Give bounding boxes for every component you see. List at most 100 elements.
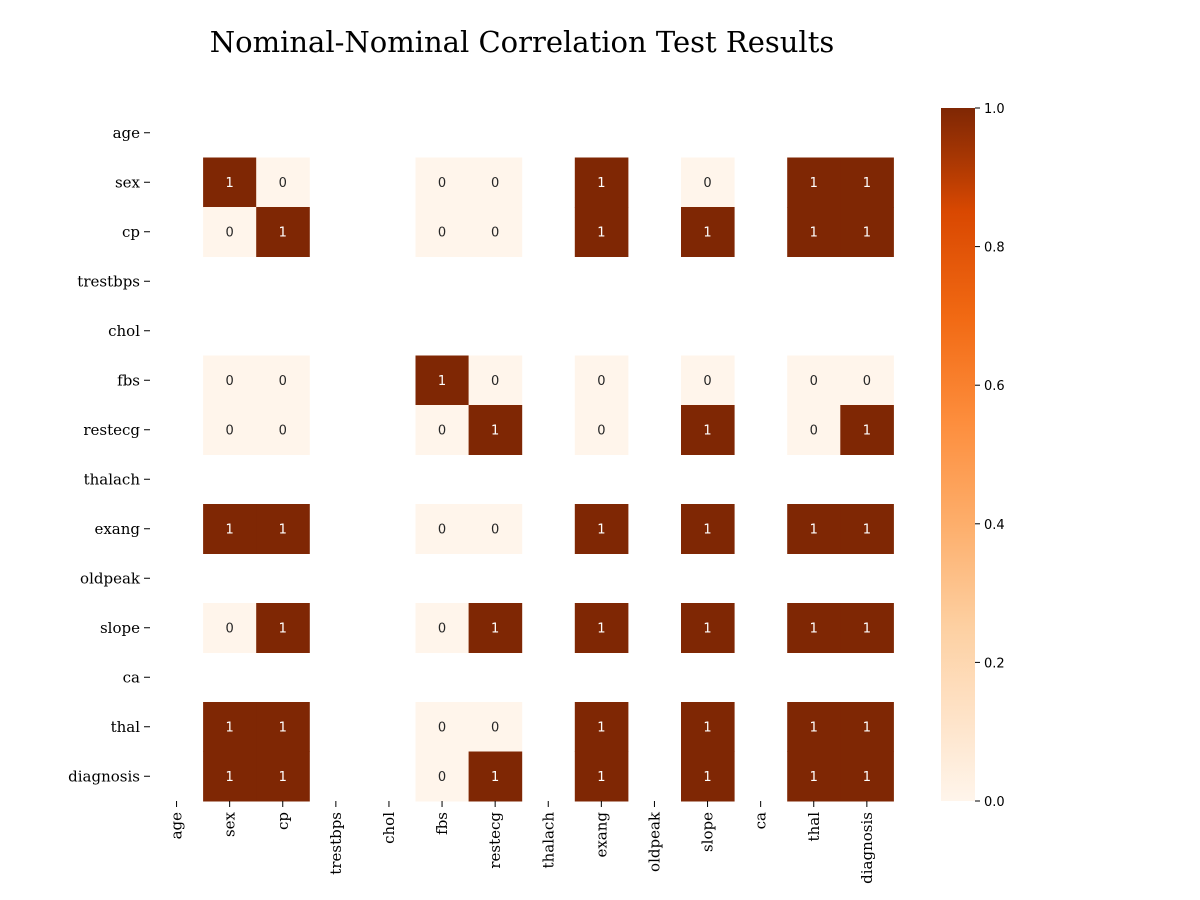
heatmap-cell-label: 0 (438, 225, 446, 240)
heatmap-cell-label: 1 (703, 423, 711, 438)
heatmap-cell-label: 1 (597, 621, 605, 636)
heatmap-cell-label: 1 (863, 176, 871, 191)
heatmap-cell (681, 355, 735, 406)
heatmap-cell-label: 1 (597, 720, 605, 735)
heatmap-cell (415, 603, 470, 653)
x-tick-label: sex (221, 811, 239, 837)
heatmap-cell-label: 0 (279, 423, 287, 438)
heatmap-cell (681, 603, 735, 653)
y-tick-label: diagnosis (68, 767, 140, 785)
heatmap-cell-label: 0 (810, 423, 818, 438)
x-tick-label: slope (699, 812, 717, 852)
heatmap-cell (840, 504, 894, 554)
heatmap-cell-label: 1 (703, 720, 711, 735)
colorbar-tick-label: 0.4 (984, 518, 1005, 533)
heatmap-cell-label: 0 (438, 176, 446, 191)
heatmap-cell-label: 1 (279, 225, 287, 240)
heatmap-cell (840, 157, 894, 208)
y-tick-label: ca (123, 668, 140, 686)
heatmap-cell (468, 207, 523, 257)
y-tick-label: fbs (117, 371, 140, 389)
x-tick-label: chol (380, 812, 398, 844)
heatmap-cell (203, 603, 257, 653)
y-tick-label: restecg (83, 421, 140, 439)
heatmap-cell-label: 1 (491, 423, 499, 438)
x-tick-label: exang (592, 812, 610, 858)
x-tick-label: ca (752, 812, 770, 829)
heatmap-cell (840, 702, 894, 752)
heatmap-cell-label: 1 (810, 176, 818, 191)
heatmap-cell (840, 405, 894, 455)
x-tick-label: diagnosis (858, 812, 876, 884)
heatmap-cell-label: 0 (226, 225, 234, 240)
heatmap-cell (203, 157, 257, 208)
heatmap-cell-label: 0 (491, 522, 499, 537)
x-tick-label: fbs (433, 812, 451, 835)
heatmap-cell (256, 207, 310, 257)
heatmap-cell (681, 751, 735, 802)
heatmap-cell (840, 207, 894, 257)
heatmap-cell (415, 355, 470, 406)
heatmap-cell (203, 207, 257, 257)
heatmap-cell-label: 1 (703, 225, 711, 240)
heatmap-cell-label: 0 (226, 374, 234, 389)
chart-title: Nominal-Nominal Correlation Test Results (210, 25, 834, 59)
heatmap-cell-label: 1 (810, 621, 818, 636)
heatmap-cell-label: 1 (810, 770, 818, 785)
heatmap-cell-label: 1 (863, 522, 871, 537)
y-tick-label: chol (108, 322, 140, 340)
heatmap-cell (415, 207, 470, 257)
heatmap-cell-label: 1 (863, 621, 871, 636)
heatmap-cell-label: 1 (226, 176, 234, 191)
heatmap-cell-label: 1 (863, 225, 871, 240)
heatmap-cell-label: 0 (703, 176, 711, 191)
heatmap-cell (840, 603, 894, 653)
heatmap-cell (574, 405, 629, 455)
heatmap-cell (787, 751, 841, 802)
x-tick-label: restecg (486, 812, 504, 869)
heatmap-cell-label: 0 (491, 176, 499, 191)
heatmap-cell-label: 0 (279, 176, 287, 191)
heatmap-cell (787, 504, 841, 554)
heatmap-cell (574, 157, 629, 208)
heatmap-cell-label: 1 (703, 522, 711, 537)
y-axis-labels: age sex cp trestbps chol fbs restecg thalach exa… (68, 124, 150, 785)
heatmap-cell (468, 157, 523, 208)
heatmap-cell (468, 355, 523, 406)
heatmap-cell-label: 0 (438, 621, 446, 636)
heatmap-cell (468, 751, 523, 802)
heatmap-cell (203, 405, 257, 455)
heatmap-cell (787, 355, 841, 406)
heatmap-cell-label: 1 (279, 621, 287, 636)
heatmap-cell (574, 751, 629, 802)
colorbar-ticks: 0.0 0.2 0.4 0.6 0.8 1.0 (975, 102, 1005, 810)
heatmap-cell-label: 0 (703, 374, 711, 389)
colorbar-tick-label: 0.8 (984, 241, 1005, 256)
heatmap-cell-label: 1 (863, 423, 871, 438)
heatmap-cell (203, 751, 257, 802)
heatmap-cell (574, 603, 629, 653)
heatmap-cell-label: 1 (597, 225, 605, 240)
y-tick-label: thalach (84, 470, 141, 488)
heatmap-cell (681, 702, 735, 752)
heatmap-cell (203, 355, 257, 406)
y-tick-label: age (113, 124, 141, 142)
y-tick-label: cp (122, 223, 140, 241)
heatmap-cell (681, 157, 735, 208)
heatmap-cell-label: 1 (810, 225, 818, 240)
heatmap-cell (256, 504, 310, 554)
heatmap-cell (203, 702, 257, 752)
heatmap-cell (574, 504, 629, 554)
heatmap-cell-label: 0 (438, 770, 446, 785)
heatmap-cell-label: 1 (226, 522, 234, 537)
heatmap-cell (256, 603, 310, 653)
heatmap-cell-label: 1 (703, 621, 711, 636)
heatmap-cell-label: 0 (279, 374, 287, 389)
x-tick-label: thal (805, 812, 823, 842)
heatmap-cell-label: 0 (491, 374, 499, 389)
heatmap-cell-label: 0 (226, 621, 234, 636)
heatmap-cell (415, 504, 470, 554)
heatmap-cell-label: 1 (597, 522, 605, 537)
heatmap-cell (468, 405, 523, 455)
x-tick-label: oldpeak (645, 811, 663, 872)
